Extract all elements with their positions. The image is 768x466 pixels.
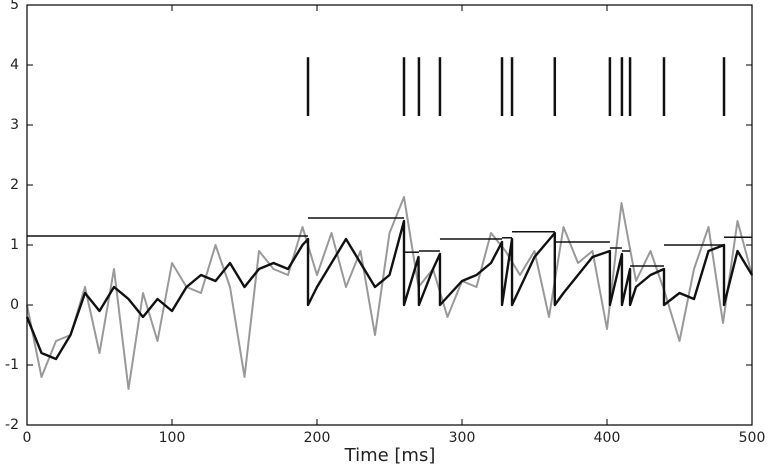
y-tick-label: 4 <box>10 57 19 73</box>
x-axis-label: Time [ms] <box>344 445 436 466</box>
y-tick-label: -1 <box>5 357 19 373</box>
x-tick-label: 300 <box>449 430 476 446</box>
y-tick-label: -2 <box>5 417 19 433</box>
plot-frame <box>26 4 753 426</box>
x-tick-label: 200 <box>304 430 331 446</box>
y-tick-label: 3 <box>10 117 19 133</box>
x-tick-label: 400 <box>594 430 621 446</box>
y-tick-label: 2 <box>10 177 19 193</box>
y-tick-label: 0 <box>10 297 19 313</box>
trace <box>25 219 754 361</box>
y-tick-label: 1 <box>10 237 19 253</box>
y-tick-label: 5 <box>10 0 19 13</box>
x-tick-label: 500 <box>739 430 766 446</box>
x-tick-label: 0 <box>23 430 32 446</box>
trace <box>26 196 753 390</box>
x-tick-label: 100 <box>159 430 186 446</box>
